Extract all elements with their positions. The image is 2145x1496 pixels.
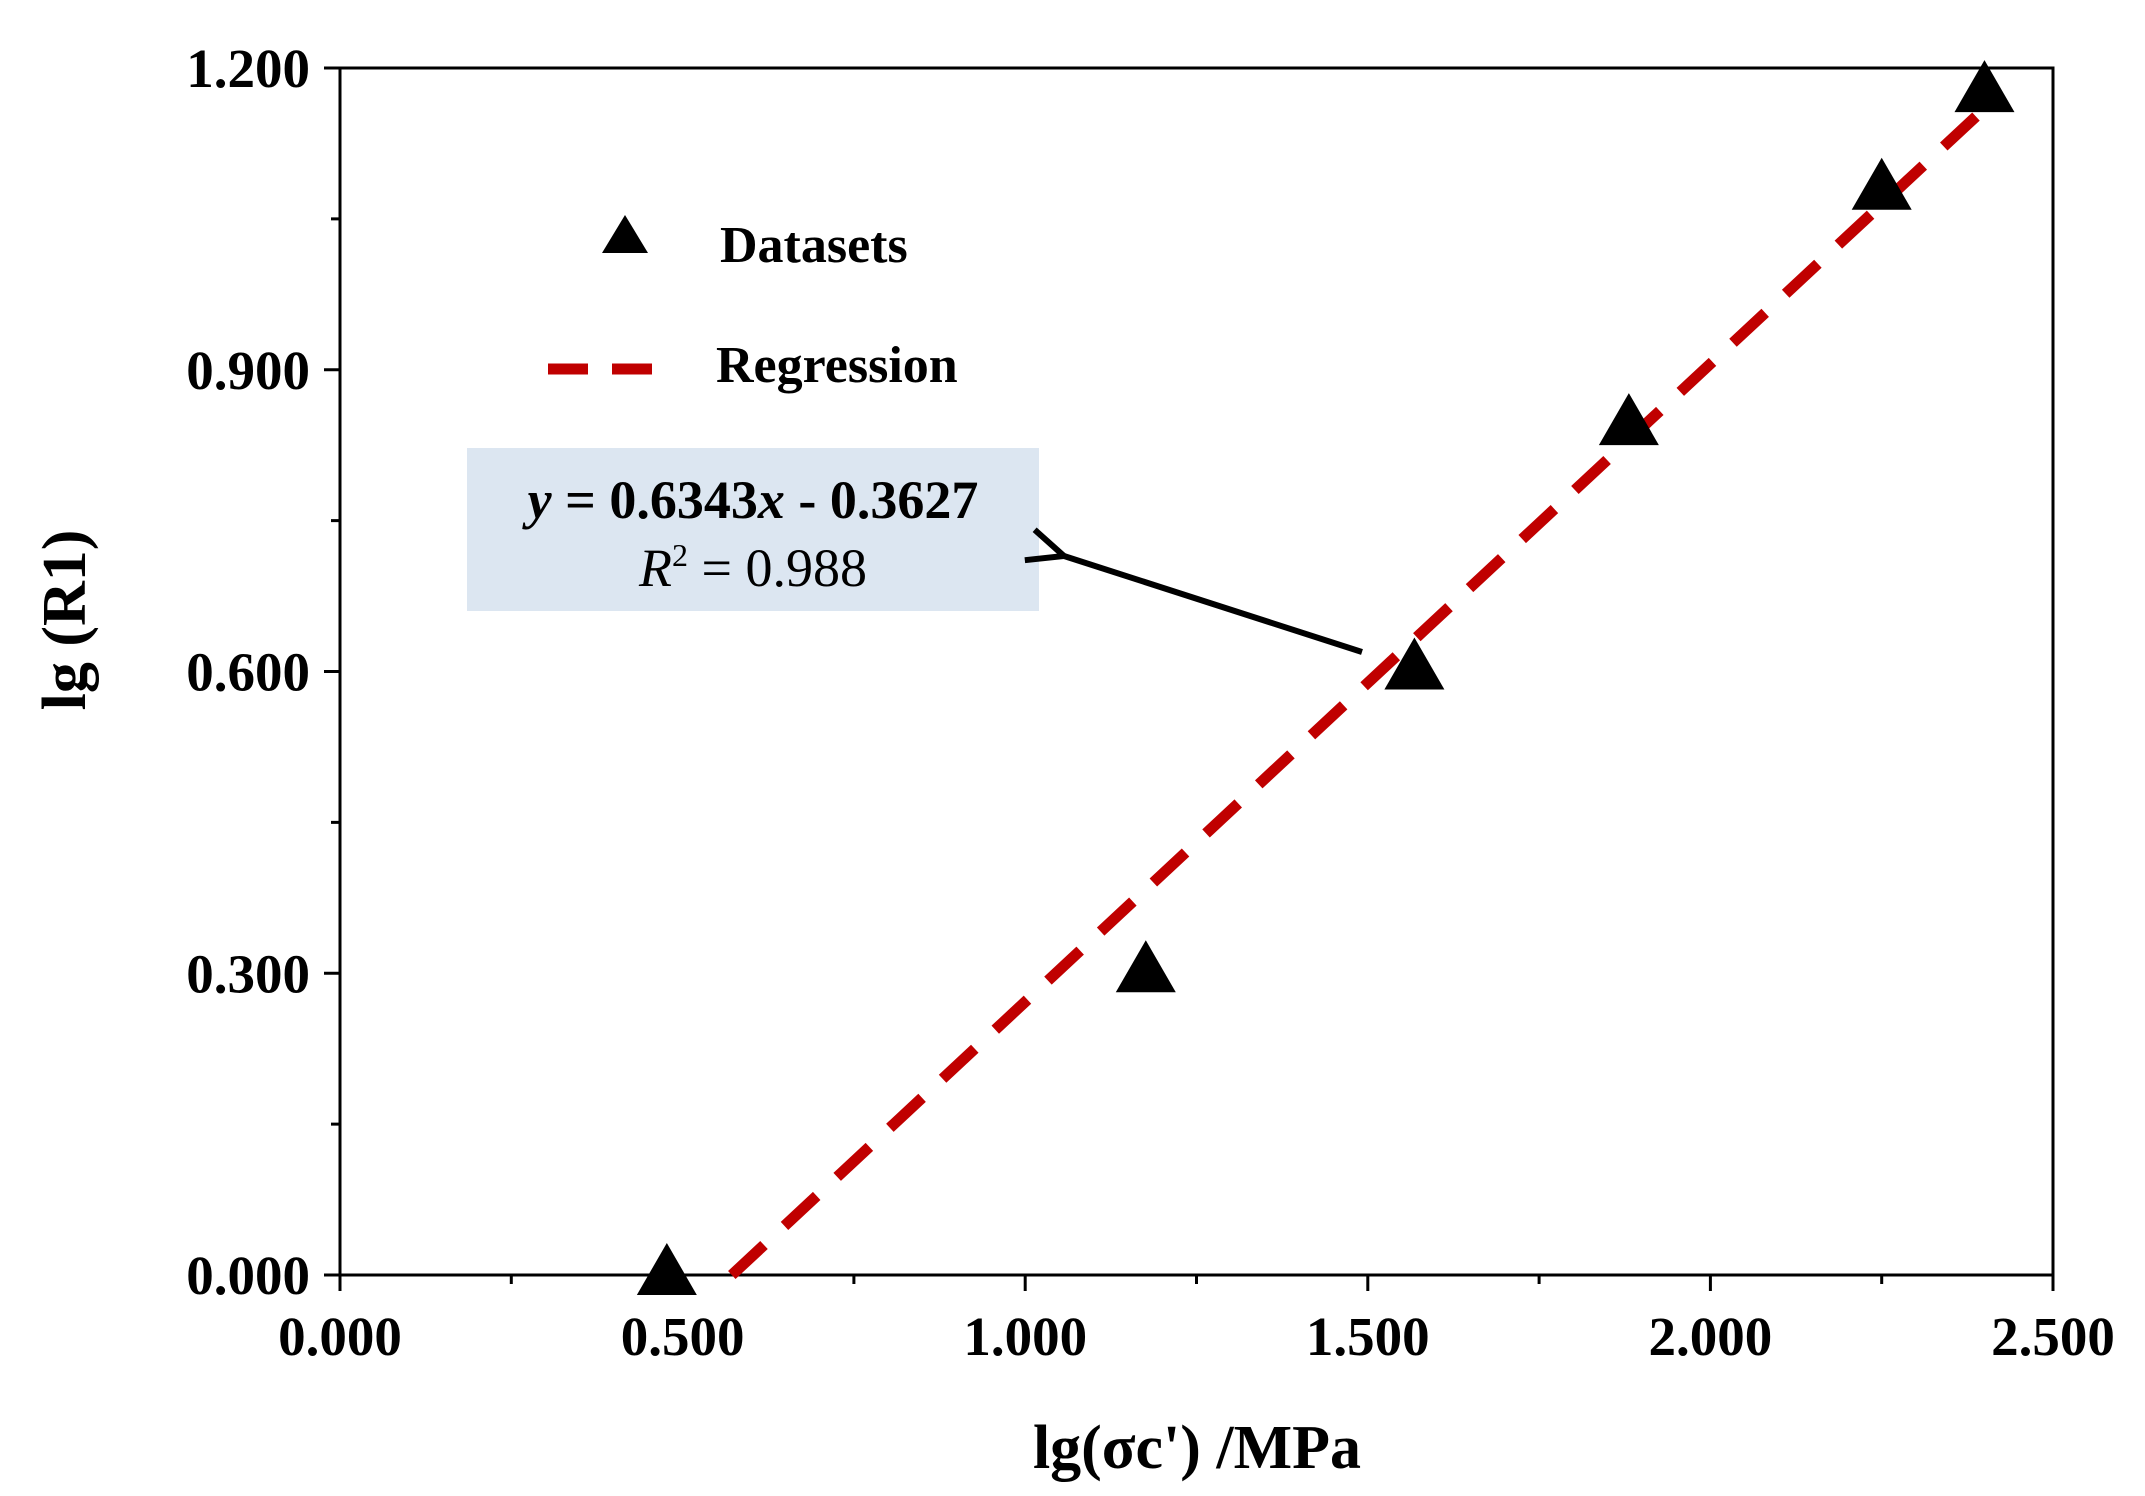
data-point-triangle [1851, 157, 1912, 210]
y-axis: 0.000 0.300 0.600 0.900 1.200 [186, 38, 340, 1306]
equation-box [467, 448, 1039, 611]
plot-area [338, 66, 2055, 1277]
x-tick-label: 2.500 [1991, 1306, 2115, 1367]
legend-label-datasets: Datasets [720, 217, 908, 274]
data-point-triangle [1115, 940, 1176, 993]
legend-triangle-icon [602, 215, 648, 253]
x-tick-label: 0.000 [278, 1306, 402, 1367]
regression-equation: y = 0.6343x - 0.3627 [522, 470, 979, 530]
y-tick-label: 0.300 [186, 943, 310, 1004]
x-tick-label: 1.500 [1306, 1306, 1430, 1367]
y-tick-label: 0.900 [186, 340, 310, 401]
y-axis-title: lg (R1) [31, 530, 99, 711]
annotation-arrow [1064, 556, 1363, 655]
data-point-triangle [636, 1243, 697, 1295]
y-tick-label: 1.200 [186, 38, 310, 99]
data-point-triangle [1384, 637, 1445, 690]
x-axis: 0.000 0.500 1.000 1.500 2.000 2.500 [278, 1275, 2115, 1367]
data-point-triangle [1954, 60, 2015, 113]
legend-label-regression: Regression [716, 337, 958, 394]
regression-line [728, 104, 1989, 1280]
x-tick-label: 2.000 [1649, 1306, 1773, 1367]
x-tick-label: 0.500 [621, 1306, 745, 1367]
data-point-triangle [1598, 393, 1659, 446]
legend: Datasets Regression [548, 215, 958, 394]
y-tick-label: 0.600 [186, 642, 310, 703]
x-axis-title: lg(σc') /MPa [1033, 1414, 1361, 1482]
r-squared-value: R2 = 0.988 [638, 537, 867, 598]
x-tick-label: 1.000 [963, 1306, 1087, 1367]
data-points [636, 60, 2015, 1295]
y-tick-label: 0.000 [186, 1245, 310, 1306]
